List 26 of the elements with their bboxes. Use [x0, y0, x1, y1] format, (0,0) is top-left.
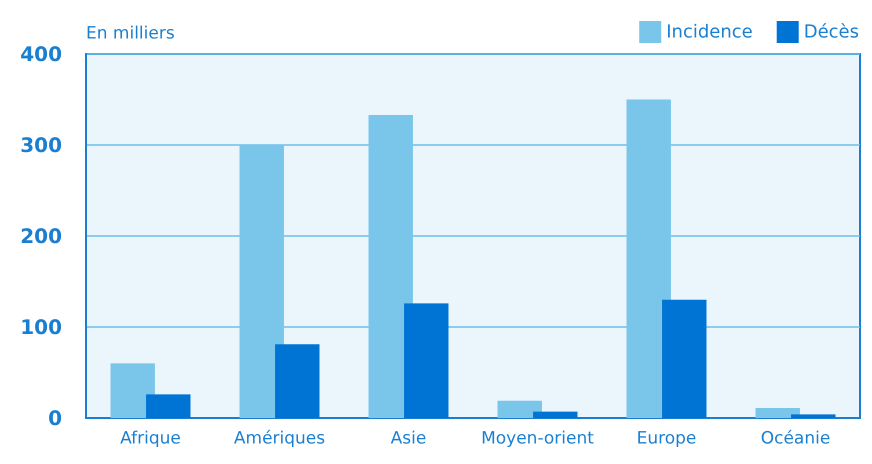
- bar: [756, 408, 800, 418]
- x-tick-label: Afrique: [120, 428, 181, 448]
- bar: [626, 100, 671, 418]
- bar: [275, 344, 320, 418]
- bar: [498, 400, 542, 418]
- y-tick-label: 400: [20, 42, 62, 66]
- bar: [791, 414, 836, 418]
- legend-label: Incidence: [666, 22, 753, 42]
- bar: [146, 394, 190, 418]
- x-tick-label: Océanie: [760, 428, 830, 448]
- x-tick-label: Asie: [390, 428, 426, 448]
- y-axis-title: En milliers: [86, 24, 175, 44]
- x-tick-label: Amériques: [234, 428, 326, 448]
- bar: [240, 145, 284, 418]
- legend-label: Décès: [804, 22, 860, 42]
- x-tick-label: Moyen-orient: [481, 428, 594, 448]
- bar: [110, 363, 155, 418]
- y-tick-label: 100: [20, 315, 62, 339]
- bar: [662, 300, 706, 418]
- y-tick-label: 0: [48, 406, 62, 430]
- bar: [533, 412, 578, 418]
- bar: [404, 303, 448, 418]
- y-tick-label: 200: [20, 224, 62, 248]
- x-tick-label: Europe: [636, 428, 696, 448]
- bar: [368, 114, 413, 418]
- y-tick-label: 300: [20, 133, 62, 157]
